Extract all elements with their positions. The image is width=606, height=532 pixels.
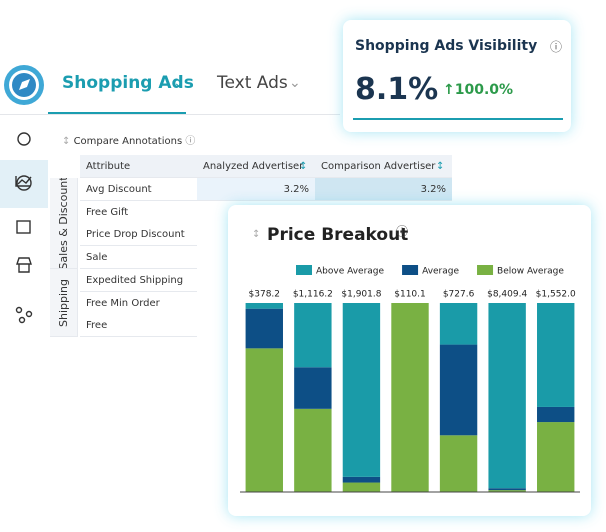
table-cell: Free	[80, 314, 197, 338]
bar-segment	[294, 367, 332, 409]
tab[interactable]: Text Ads	[217, 73, 288, 93]
group-text: Sales & Discount	[57, 178, 70, 269]
card-underline	[353, 118, 563, 120]
compare-text: Compare Annotations	[73, 136, 183, 147]
group-label: Sales & Discount	[50, 178, 78, 269]
category-label: $8,409.4	[487, 290, 527, 300]
group-label: Shipping	[50, 268, 78, 337]
compare-annotations[interactable]: ↕ Compare Annotations ⓘ	[62, 136, 196, 147]
legend-label: Average	[422, 267, 459, 277]
chart-card: ↕ Price Breakout ⓘ Above Average Average B…	[228, 205, 591, 516]
tab-underline	[48, 112, 186, 115]
category-label: $727.6	[443, 290, 475, 300]
bar-segment	[439, 344, 478, 436]
info-icon: ⓘ	[550, 40, 563, 54]
divider	[0, 114, 340, 115]
bar-segment	[245, 348, 283, 492]
sort-icon: ↕	[436, 161, 445, 172]
chart: ↕ Price Breakout ⓘ Above Average Average B…	[240, 225, 580, 493]
bar-segment	[342, 476, 381, 483]
table-cell: Free Gift	[80, 200, 197, 224]
bar-segment	[391, 303, 429, 492]
chevron: ⌄	[173, 75, 185, 91]
bar-segment	[488, 488, 526, 491]
table: Attribute Analyzed Advertiser ↕ Comparison …	[50, 155, 452, 338]
bar-segment	[537, 422, 575, 492]
legend-label: Below Average	[497, 267, 564, 277]
table-cell: Free Min Order	[80, 291, 197, 315]
table-cell: Expedited Shipping	[80, 268, 197, 292]
card-change: ↑100.0%	[443, 82, 514, 98]
header-cell: Attribute	[80, 155, 197, 178]
chevron: ⌄	[289, 75, 301, 91]
header-cell: Comparison Advertiser	[315, 155, 452, 178]
bar-segment	[294, 408, 332, 492]
category-label: $110.1	[394, 290, 426, 300]
table-cell: 3.2%	[315, 178, 452, 201]
table-cell: 3.2%	[197, 178, 315, 201]
sort-icon: ↕	[252, 229, 260, 240]
legend-swatch	[477, 265, 494, 275]
bar-segment	[439, 435, 478, 492]
sidebar-active	[0, 160, 48, 208]
table-cell: Sale	[80, 246, 197, 270]
bar-segment	[342, 303, 381, 477]
chart-title: Price Breakout	[267, 225, 408, 245]
bar-segment	[342, 482, 381, 492]
table-cell: Avg Discount	[80, 178, 197, 201]
info-icon: ⓘ	[396, 225, 408, 239]
card-title: Shopping Ads Visibility	[355, 38, 538, 54]
category-label: $1,552.0	[536, 290, 576, 300]
header-cell: Analyzed Advertiser	[197, 155, 315, 178]
category-label: $1,901.8	[341, 290, 381, 300]
card-value: 8.1%	[355, 72, 439, 107]
table-cell: Price Drop Discount	[80, 223, 197, 247]
sort-icon: ↕	[299, 161, 308, 172]
group-text: Shipping	[57, 278, 70, 327]
bar-segment	[294, 303, 332, 368]
bar-segment	[245, 303, 283, 309]
category-label: $378.2	[249, 290, 281, 300]
bar-segment	[537, 406, 575, 423]
bar-segment	[537, 303, 575, 407]
visibility-card: Shopping Ads Visibility ⓘ 8.1% ↑100.0%	[343, 20, 571, 132]
tab[interactable]: Shopping Ads	[62, 73, 194, 93]
bar-segment	[488, 490, 526, 492]
change-text: 100.0%	[454, 82, 514, 98]
bar-segment	[488, 303, 526, 489]
legend-swatch	[402, 265, 419, 275]
category-label: $1,116.2	[293, 290, 333, 300]
bar-segment	[439, 303, 478, 345]
sidebar-icons	[4, 65, 44, 324]
legend-label: Above Average	[316, 267, 385, 277]
bar-segment	[245, 308, 283, 349]
legend-swatch	[296, 265, 312, 275]
